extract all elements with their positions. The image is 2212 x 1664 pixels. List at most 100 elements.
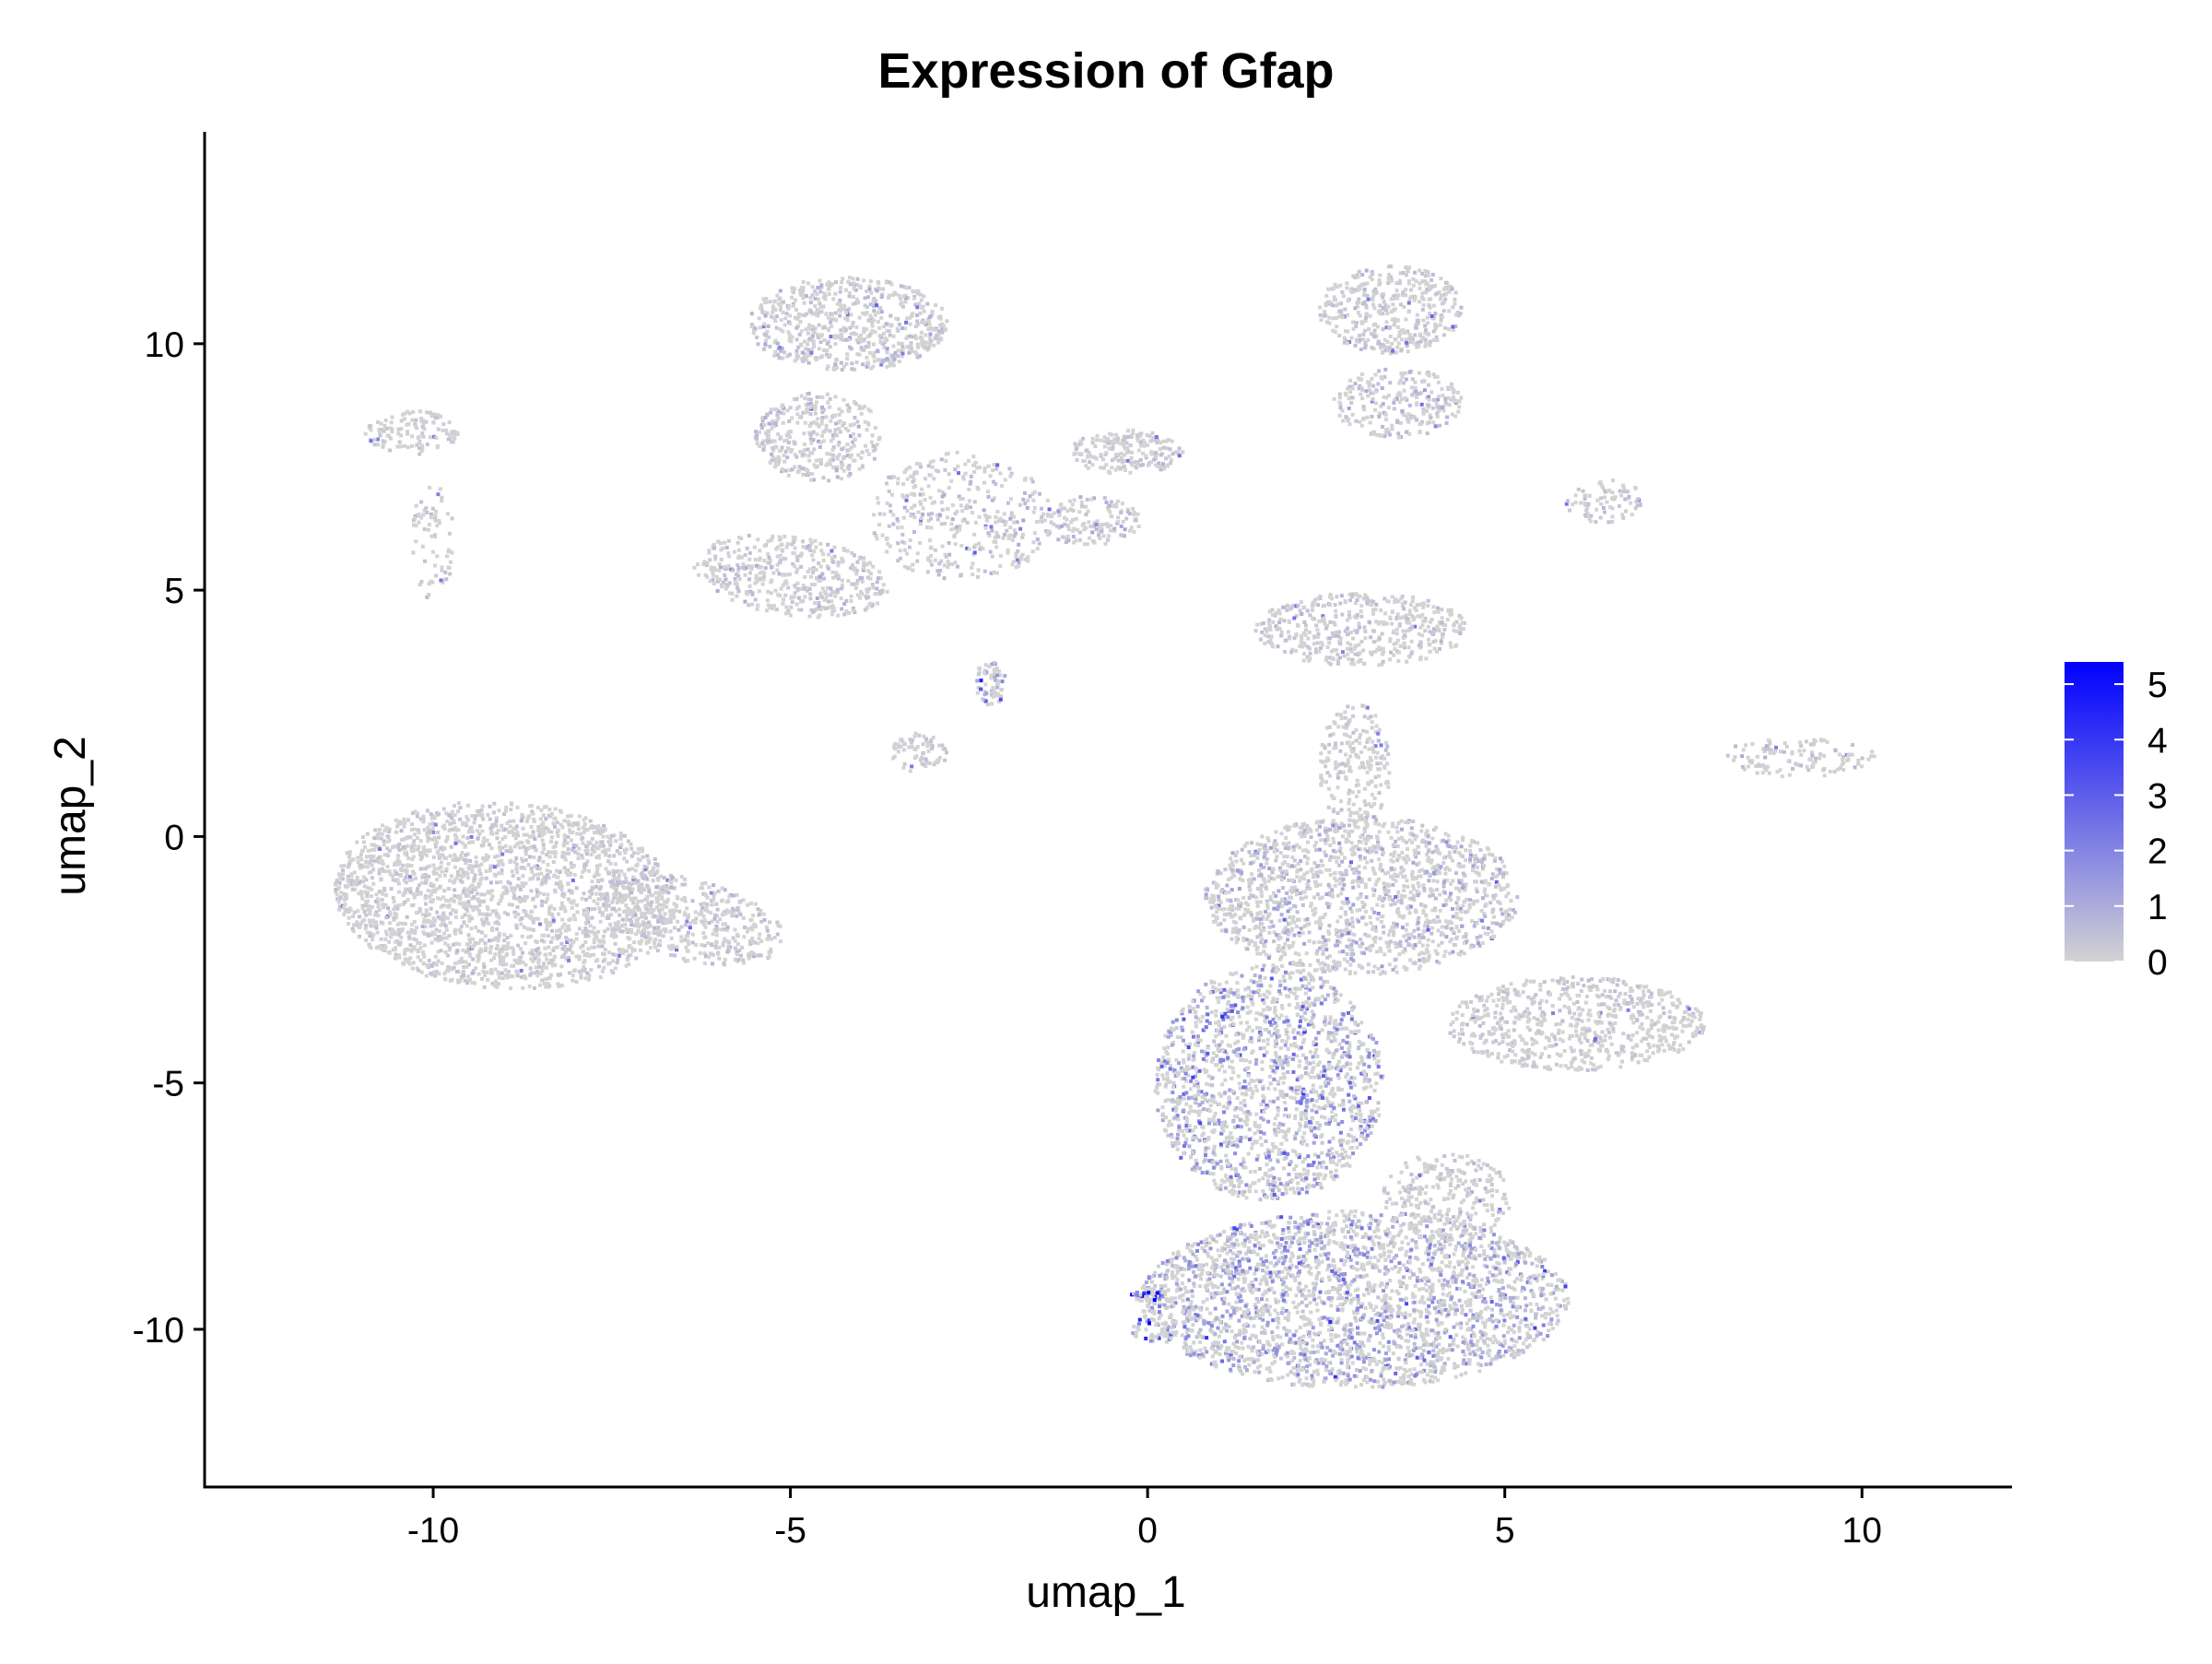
cell-point bbox=[918, 500, 923, 504]
cell-point bbox=[406, 445, 410, 450]
cell-point bbox=[769, 410, 773, 415]
cell-point bbox=[451, 908, 455, 913]
cell-point bbox=[550, 913, 554, 916]
cell-point bbox=[813, 289, 818, 293]
cell-point bbox=[618, 845, 623, 849]
cell-point bbox=[367, 918, 371, 923]
cell-point bbox=[488, 817, 492, 821]
cell-point bbox=[862, 556, 866, 561]
cell-point bbox=[477, 832, 482, 836]
cell-point bbox=[471, 957, 476, 962]
cell-point bbox=[342, 864, 347, 868]
cell-point bbox=[512, 910, 517, 915]
cell-point bbox=[628, 944, 632, 948]
cluster-c2 bbox=[363, 409, 460, 456]
cell-point bbox=[675, 945, 679, 950]
cell-point bbox=[790, 295, 794, 300]
cell-point bbox=[874, 534, 878, 537]
cell-point bbox=[553, 962, 558, 967]
cell-point bbox=[593, 907, 597, 911]
cell-point bbox=[563, 950, 568, 954]
cell-point bbox=[761, 447, 766, 452]
cell-point bbox=[427, 874, 431, 879]
cell-point bbox=[475, 891, 479, 896]
cell-point bbox=[415, 889, 419, 893]
cell-point bbox=[950, 517, 955, 522]
cell-point bbox=[583, 827, 588, 832]
cell-point bbox=[523, 975, 527, 980]
cell-point bbox=[762, 444, 767, 448]
chart-title: Expression of Gfap bbox=[877, 43, 1334, 99]
cell-point bbox=[1125, 507, 1130, 512]
cell-point bbox=[995, 463, 1000, 467]
cell-point bbox=[828, 396, 832, 401]
cell-point bbox=[781, 356, 785, 360]
cell-point bbox=[347, 865, 350, 869]
cell-point bbox=[770, 452, 774, 456]
cell-point bbox=[616, 927, 620, 932]
cell-point bbox=[706, 941, 711, 946]
cell-point bbox=[564, 957, 569, 962]
cluster-c1b bbox=[600, 873, 782, 967]
cell-point bbox=[1063, 522, 1067, 526]
cell-point bbox=[834, 433, 839, 438]
cell-point bbox=[375, 930, 380, 935]
cell-point bbox=[895, 517, 900, 522]
cell-point bbox=[414, 503, 418, 508]
cell-point bbox=[488, 866, 493, 870]
cell-point bbox=[851, 294, 855, 299]
cell-point bbox=[723, 564, 727, 569]
cell-point bbox=[793, 465, 797, 469]
cell-point bbox=[749, 567, 754, 571]
cell-point bbox=[571, 899, 576, 903]
cell-point bbox=[723, 926, 726, 931]
cell-point bbox=[930, 310, 935, 314]
cell-point bbox=[831, 606, 836, 610]
cell-point bbox=[709, 565, 713, 570]
cell-point bbox=[347, 862, 351, 867]
cell-point bbox=[887, 490, 891, 494]
cell-point bbox=[624, 876, 629, 880]
cell-point bbox=[746, 903, 749, 907]
cell-point bbox=[530, 916, 535, 921]
cell-point bbox=[616, 880, 619, 884]
cell-point bbox=[765, 329, 770, 334]
cell-point bbox=[736, 910, 741, 914]
cell-point bbox=[494, 979, 498, 984]
cell-point bbox=[907, 350, 912, 355]
cell-point bbox=[831, 367, 836, 372]
cell-point bbox=[1074, 447, 1078, 452]
cell-point bbox=[644, 898, 649, 903]
cell-point bbox=[1078, 495, 1083, 500]
cell-point bbox=[796, 314, 801, 319]
cell-point bbox=[644, 865, 649, 869]
cell-point bbox=[725, 938, 730, 943]
cell-point bbox=[641, 855, 645, 859]
cell-point bbox=[459, 856, 464, 860]
cell-point bbox=[472, 820, 477, 825]
cell-point bbox=[525, 816, 530, 820]
cell-point bbox=[875, 580, 879, 584]
cell-point bbox=[724, 908, 729, 913]
cell-point bbox=[818, 289, 823, 294]
cell-point bbox=[540, 965, 545, 970]
cell-point bbox=[816, 286, 820, 289]
cell-point bbox=[569, 838, 573, 843]
cell-point bbox=[859, 333, 864, 337]
cell-point bbox=[520, 812, 524, 817]
cell-point bbox=[556, 982, 560, 986]
cell-point bbox=[845, 403, 850, 407]
cell-point bbox=[1000, 484, 1004, 489]
cell-point bbox=[582, 822, 587, 827]
cell-point bbox=[1100, 457, 1105, 462]
cell-point bbox=[990, 554, 994, 559]
cell-point bbox=[899, 302, 903, 306]
cell-point bbox=[657, 911, 662, 915]
cell-point bbox=[550, 811, 554, 816]
cell-point bbox=[483, 941, 488, 946]
cell-point bbox=[466, 803, 470, 808]
cell-point bbox=[812, 420, 817, 425]
cell-point bbox=[429, 816, 434, 820]
cell-point bbox=[890, 293, 895, 297]
cell-point bbox=[867, 284, 872, 289]
